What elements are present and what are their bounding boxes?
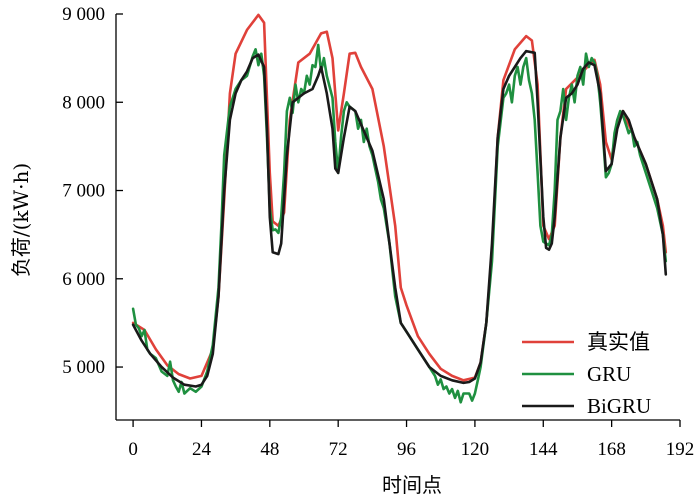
- x-tick-label: 24: [192, 439, 212, 460]
- legend-label: 真实值: [587, 330, 650, 354]
- x-tick-label: 144: [529, 439, 558, 460]
- legend-label: BiGRU: [587, 394, 651, 418]
- series-lines: [131, 13, 668, 404]
- x-tick-label: 96: [397, 439, 416, 460]
- y-tick-label: 5 000: [62, 357, 105, 378]
- tick-labels: 5 000 6 000 7 000 8 000 9 000 0 24 48 72 96 120 144…: [62, 4, 694, 460]
- y-axis-title: 负荷/(kW·h): [9, 163, 33, 277]
- y-tick-label: 9 000: [62, 4, 105, 25]
- y-tick-label: 7 000: [62, 181, 105, 202]
- x-tick-label: 72: [329, 439, 348, 460]
- y-tick-label: 6 000: [62, 269, 105, 290]
- legend-label: GRU: [587, 362, 631, 386]
- legend: 真实值 GRU BiGRU: [522, 330, 651, 418]
- x-tick-label: 0: [128, 439, 138, 460]
- series-line-3: [131, 49, 668, 388]
- x-axis-title: 时间点: [382, 473, 442, 497]
- x-tick-label: 120: [461, 439, 490, 460]
- x-tick-label: 48: [260, 439, 279, 460]
- y-tick-label: 8 000: [62, 92, 105, 113]
- series-line-1: [131, 13, 668, 382]
- x-tick-label: 192: [666, 439, 695, 460]
- axes: [115, 13, 681, 427]
- x-tick-label: 168: [597, 439, 626, 460]
